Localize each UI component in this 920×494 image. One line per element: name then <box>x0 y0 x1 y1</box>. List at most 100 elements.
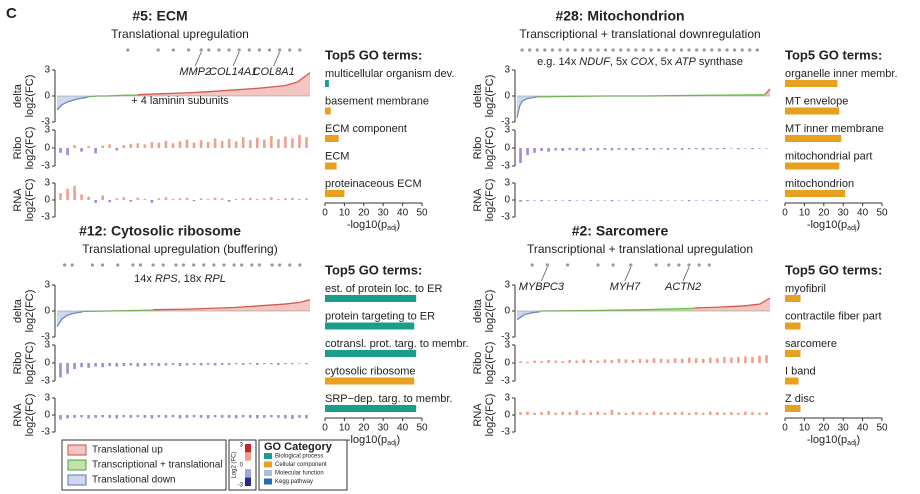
rna-bar <box>687 412 691 415</box>
ribo-bar <box>659 148 663 150</box>
ribo-bar <box>277 139 280 148</box>
go-bar <box>785 322 801 330</box>
hit-dot <box>748 48 752 52</box>
rna-bar <box>199 198 203 200</box>
rna-bar <box>568 200 572 202</box>
ribo-bar <box>533 360 536 363</box>
panel-title: #5: ECM <box>132 8 187 24</box>
rna-bar <box>638 412 642 415</box>
y-axis-label: log2(FC) <box>24 342 36 385</box>
hit-dot <box>588 48 592 52</box>
go-x-tick-label: 20 <box>818 208 830 219</box>
ribo-bar <box>136 363 140 367</box>
go-bar <box>785 405 801 412</box>
rna-bar <box>596 200 600 201</box>
rna-bar <box>108 200 112 203</box>
annotation: e.g. 14x NDUF, 5x COX, 5x ATP synthase <box>537 56 743 68</box>
go-term: SRP−dep. targ. to membr. <box>325 393 452 405</box>
rna-bar <box>298 415 301 418</box>
ribo-bar <box>596 360 600 363</box>
ribo-bar <box>617 148 621 150</box>
rna-bar <box>185 415 189 418</box>
go-x-tick-label: 30 <box>378 423 390 434</box>
ribo-bar <box>277 363 280 365</box>
annotation-part: NDUF <box>579 56 611 68</box>
rna-bar <box>765 200 768 201</box>
ribo-bar <box>129 143 133 148</box>
hit-dot <box>626 48 630 52</box>
ribo-bar <box>519 361 522 363</box>
annotation-part: RPS <box>155 273 178 285</box>
hit-dot <box>138 263 143 267</box>
go-title: Top5 GO terms: <box>785 47 882 62</box>
y-axis-label: Ribo <box>472 352 484 375</box>
ribo-bar <box>199 363 203 366</box>
go-bar <box>325 80 329 87</box>
rna-bar <box>94 415 97 418</box>
ribo-bar <box>673 358 677 363</box>
rna-bar <box>115 198 119 200</box>
rna-bar <box>687 200 691 202</box>
rna-bar <box>758 200 761 201</box>
rna-bar <box>631 411 635 415</box>
ribo-bar <box>164 363 168 366</box>
rna-bar <box>540 200 543 202</box>
rna-bar <box>652 411 656 415</box>
go-x-tick-label: 0 <box>322 423 328 434</box>
hit-dot <box>641 48 646 52</box>
annotation-part: , 5x <box>654 56 675 68</box>
y-axis-label: Ribo <box>12 137 24 160</box>
go-x-tick-label: 10 <box>799 208 811 219</box>
hit-dot <box>278 48 282 52</box>
go-x-tick-label: 40 <box>397 208 409 219</box>
ribo-bar <box>687 148 691 150</box>
ribo-bar <box>638 358 642 363</box>
ribo-bar <box>66 148 69 156</box>
rna-bar <box>66 188 69 200</box>
go-term: protein targeting to ER <box>325 310 435 322</box>
legend-swatch <box>67 474 87 486</box>
ribo-bar <box>751 357 754 363</box>
go-x-label-part: ) <box>397 219 401 231</box>
legend-label: Translational down <box>92 475 176 486</box>
hit-dot <box>161 263 165 267</box>
y-axis-label: log2(FC) <box>24 179 36 222</box>
rna-bar <box>248 415 252 418</box>
rna-bar <box>241 198 245 200</box>
hit-dot <box>186 48 191 52</box>
y-tick-label: -3 <box>501 427 510 438</box>
hit-dot <box>672 48 676 52</box>
rna-bar <box>185 197 189 200</box>
delta-line <box>56 96 88 111</box>
go-legend-swatch <box>264 470 272 476</box>
rna-bar <box>206 198 210 200</box>
ribo-bar <box>624 148 628 150</box>
hit-dot <box>202 263 206 267</box>
annotation-part: ATP <box>674 56 696 68</box>
go-x-label-part: adj <box>847 225 857 232</box>
y-axis-label: delta <box>472 83 484 108</box>
ribo-bar <box>568 360 572 363</box>
go-x-tick-label: 20 <box>818 423 830 434</box>
rna-bar <box>80 415 83 418</box>
ribo-bar <box>206 142 210 148</box>
ribo-bar <box>694 358 698 363</box>
y-tick-label: 3 <box>504 125 510 136</box>
ribo-bar <box>248 363 252 365</box>
ribo-bar <box>744 356 747 363</box>
ribo-bar <box>758 148 761 149</box>
go-term: organelle inner membr. <box>785 68 898 80</box>
go-bar <box>785 377 799 385</box>
ribo-bar <box>87 146 90 148</box>
ribo-bar <box>533 148 536 153</box>
y-axis-label: log2(FC) <box>484 342 496 385</box>
ribo-bar <box>680 358 684 363</box>
y-tick-label: 3 <box>504 178 510 189</box>
rna-bar <box>519 200 522 202</box>
panel-subtitle: Translational upregulation <box>111 27 249 41</box>
ribo-bar <box>638 148 642 150</box>
panel-subtitle: Transcriptional + translational upregula… <box>527 242 753 256</box>
gene-label: MYH7 <box>610 281 641 293</box>
scale-tick-label: -3 <box>238 483 244 489</box>
hit-dot <box>247 48 251 52</box>
